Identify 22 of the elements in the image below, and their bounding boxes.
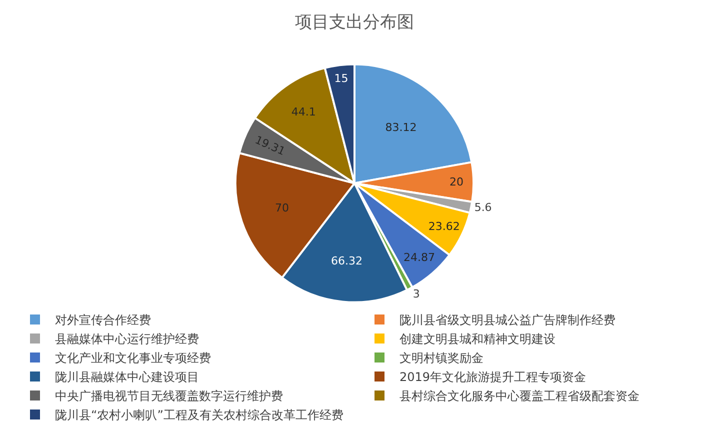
data-label: 83.12 (385, 121, 417, 134)
data-label: 44.1 (291, 106, 316, 119)
legend-label: 县村综合文化服务中心覆盖工程省级配套资金 (400, 389, 640, 404)
data-label: 5.6 (474, 201, 492, 214)
data-label: 3 (412, 287, 420, 300)
legend-label: 中央广播电视节目无线覆盖数字运行维护费 (55, 389, 283, 404)
legend-label: 2019年文化旅游提升工程专项资金 (400, 370, 586, 384)
legend-label: 文化产业和文化事业专项经费 (55, 351, 211, 366)
legend-label: 陇川县“农村小喇叭”工程及有关农村综合改革工作经费 (55, 408, 344, 422)
legend-label: 创建文明县城和精神文明建设 (400, 332, 556, 346)
chart-title: 项目支出分布图 (295, 12, 414, 32)
legend-label: 陇川县融媒体中心建设项目 (55, 370, 199, 384)
data-label: 66.32 (331, 254, 363, 268)
data-label: 24.87 (403, 251, 435, 264)
data-label: 23.62 (428, 220, 460, 233)
data-label: 70 (275, 202, 289, 215)
legend-label: 文明村镇奖励金 (400, 351, 484, 366)
data-label: 20 (450, 176, 464, 189)
legend-label: 陇川县省级文明县城公益广告牌制作经费 (400, 313, 616, 328)
legend-label: 县融媒体中心运行维护经费 (55, 332, 199, 346)
legend-label: 对外宣传合作经费 (55, 313, 151, 328)
data-label: 15 (334, 72, 348, 85)
